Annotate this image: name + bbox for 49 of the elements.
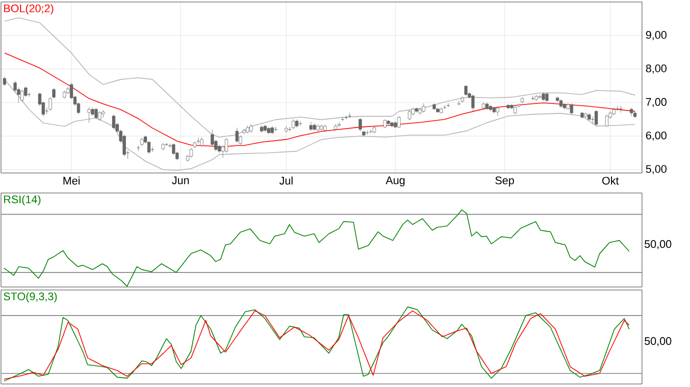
y-tick-label: 5,00 (646, 165, 666, 174)
candlestick (619, 106, 622, 113)
candlestick (94, 108, 98, 120)
candlestick (594, 110, 598, 126)
candlestick (200, 137, 204, 148)
candlestick (246, 125, 250, 134)
candlestick (98, 110, 102, 122)
x-tick-label: Jul (279, 176, 293, 185)
candlestick (570, 103, 574, 115)
chart-title: STO(9,3,3) (4, 292, 57, 302)
line-series (4, 79, 636, 171)
candlestick (496, 106, 500, 116)
line-series (4, 52, 636, 148)
candlestick (630, 107, 634, 116)
x-tick-label: Jun (172, 176, 189, 184)
candlestick (348, 112, 352, 118)
candlestick (235, 128, 239, 144)
candlestick (2, 76, 6, 86)
candlestick (242, 128, 246, 134)
candlestick (464, 84, 468, 96)
candlestick (471, 94, 475, 112)
x-tick-label: Okt (602, 176, 619, 185)
x-tick-label: Mei (63, 176, 80, 185)
y-tick-label: 7,00 (646, 98, 666, 108)
text: 50,00 (644, 337, 672, 346)
candlestick (66, 86, 70, 94)
candlestick (397, 116, 401, 128)
text: BOL(20;2) (4, 4, 54, 14)
candlestick (292, 119, 295, 130)
x-tick-label: Aug (386, 176, 405, 186)
text: 50,00 (644, 240, 672, 250)
y-tick-label: 8,00 (646, 64, 666, 74)
candlestick (309, 122, 313, 131)
candlestick (112, 114, 116, 130)
candlestick (545, 92, 549, 102)
candlestick (87, 107, 91, 123)
y-tick-label: 6,00 (646, 132, 666, 141)
candlestick (190, 148, 193, 158)
candlestick (562, 103, 566, 110)
candlestick (358, 118, 362, 132)
candlestick (20, 90, 24, 102)
x-tick-label: Sep (495, 176, 514, 186)
candlestick (408, 110, 412, 120)
candlestick (566, 103, 570, 110)
candlestick (422, 103, 426, 113)
candlestick (164, 142, 168, 146)
chart-title: RSI(14) (4, 195, 40, 206)
candlestick (605, 114, 608, 127)
y-tick-label: 9,00 (646, 30, 666, 40)
